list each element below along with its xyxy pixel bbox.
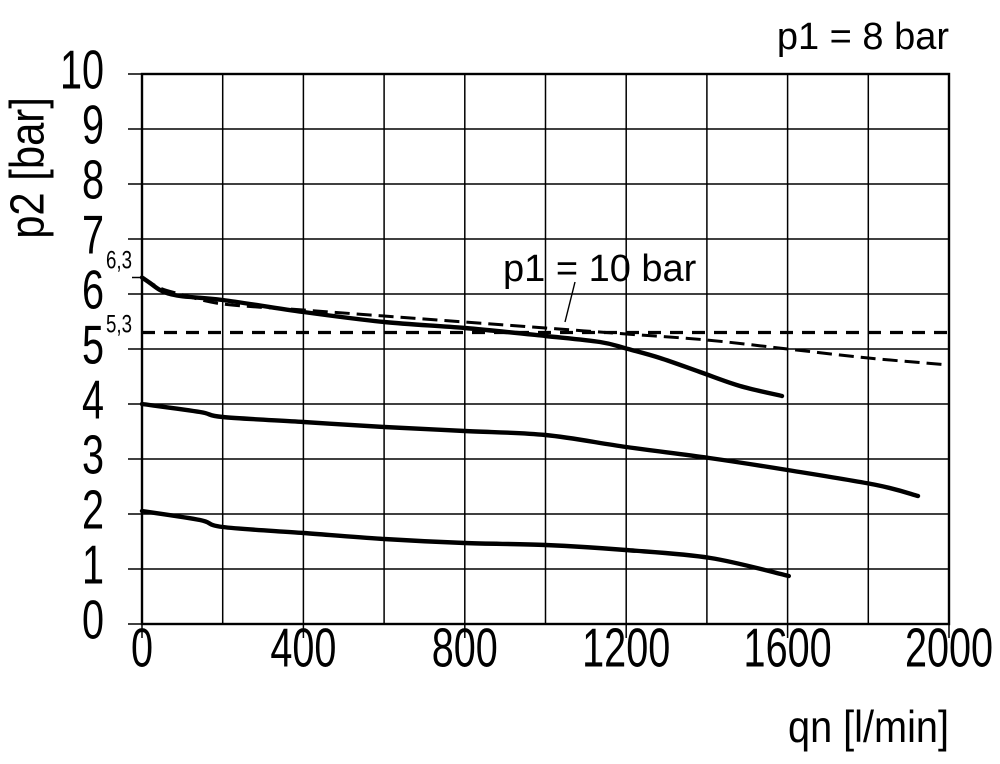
svg-text:3: 3 xyxy=(82,424,104,486)
svg-text:2: 2 xyxy=(82,479,104,541)
svg-text:0: 0 xyxy=(82,589,104,651)
svg-text:6,3: 6,3 xyxy=(106,247,132,275)
svg-text:9: 9 xyxy=(82,94,104,156)
svg-text:8: 8 xyxy=(82,149,104,211)
svg-text:p2 [bar]: p2 [bar] xyxy=(2,97,55,239)
svg-text:qn [l/min]: qn [l/min] xyxy=(788,703,949,752)
svg-text:4: 4 xyxy=(82,369,104,431)
svg-text:1200: 1200 xyxy=(582,617,670,679)
svg-text:5,3: 5,3 xyxy=(106,311,132,339)
svg-text:p1 = 10 bar: p1 = 10 bar xyxy=(503,248,697,290)
svg-text:10: 10 xyxy=(60,39,104,101)
svg-text:2000: 2000 xyxy=(905,617,993,679)
svg-text:7: 7 xyxy=(82,204,104,266)
svg-text:p1 = 8 bar: p1 = 8 bar xyxy=(777,16,950,58)
svg-text:5: 5 xyxy=(82,314,104,376)
svg-text:1600: 1600 xyxy=(744,617,832,679)
svg-text:400: 400 xyxy=(270,617,336,679)
svg-text:800: 800 xyxy=(432,617,498,679)
svg-text:1: 1 xyxy=(82,534,104,596)
svg-text:0: 0 xyxy=(131,617,153,679)
svg-text:6: 6 xyxy=(82,259,104,321)
